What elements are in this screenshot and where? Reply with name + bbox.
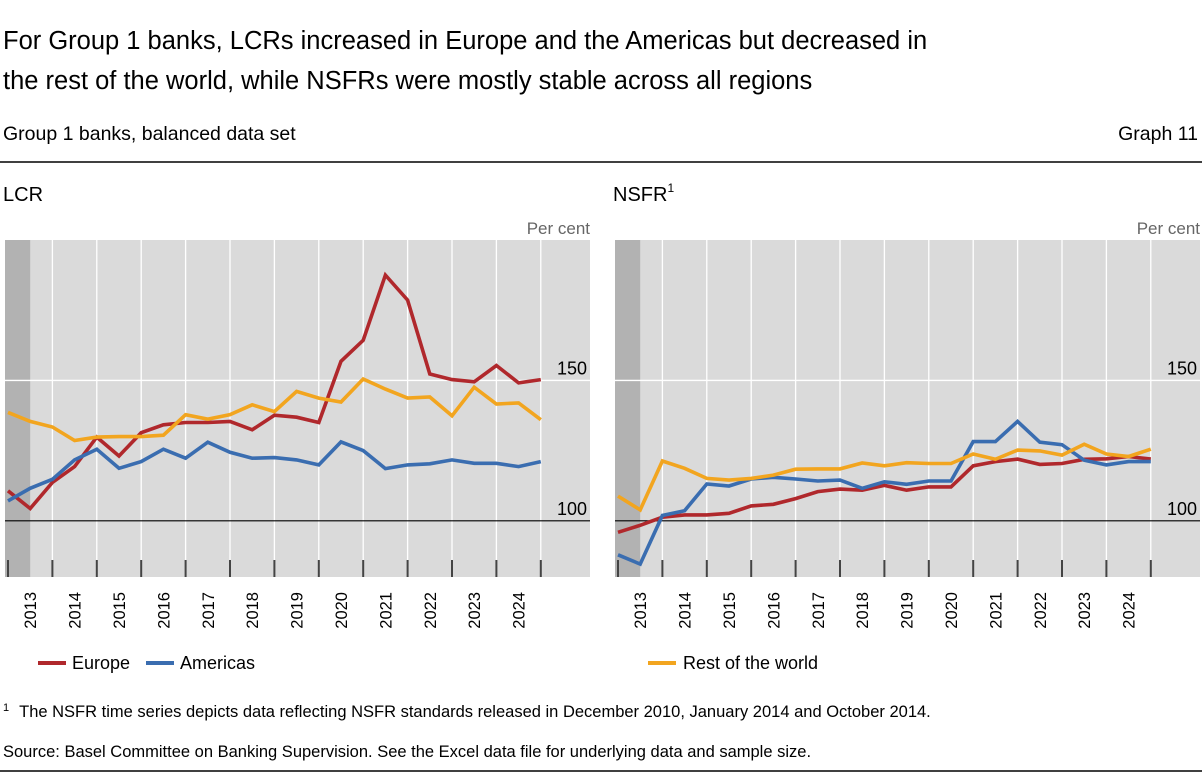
x-tick-label: 2015 bbox=[721, 592, 739, 629]
x-tick-label: 2017 bbox=[810, 592, 828, 629]
x-tick-label: 2014 bbox=[677, 592, 695, 629]
x-tick-label: 2019 bbox=[899, 592, 917, 629]
chart-title-line-2: the rest of the world, while NSFRs were … bbox=[3, 67, 812, 95]
plot-area-lcr bbox=[5, 240, 590, 577]
source-note: Source: Basel Committee on Banking Super… bbox=[3, 743, 811, 761]
nsfr-panel: NSFR1 Per cent 100 150 2013 2014 2015 2016 201… bbox=[613, 181, 1200, 629]
x-tick-label: 2022 bbox=[422, 592, 440, 629]
series-line-americas-nsfr bbox=[617, 418, 1151, 567]
legend-label-rest-of-world: Rest of the world bbox=[683, 653, 818, 673]
x-tick-label: 2021 bbox=[377, 592, 395, 629]
lcr-panel: LCR Per cent 100 150 2013 2014 2015 2016 2017 2… bbox=[3, 184, 590, 629]
legend-label-americas: Americas bbox=[180, 653, 255, 673]
series-line-europe-nsfr bbox=[617, 454, 1152, 535]
chart-title-line-1: For Group 1 banks, LCRs increased in Eur… bbox=[3, 27, 927, 55]
panel-title-lcr: LCR bbox=[3, 184, 43, 206]
series-line-rest-of-world-lcr bbox=[7, 376, 542, 443]
x-tick-label: 2019 bbox=[289, 592, 307, 629]
y-unit-label-nsfr: Per cent bbox=[1137, 219, 1201, 238]
x-tick-label: 2022 bbox=[1032, 592, 1050, 629]
legend: Europe Americas Rest of the world bbox=[38, 653, 818, 673]
x-tick-label: 2017 bbox=[200, 592, 218, 629]
x-tick-label: 2018 bbox=[244, 592, 262, 629]
x-tick-label: 2018 bbox=[854, 592, 872, 629]
panel-title-nsfr-text: NSFR bbox=[613, 184, 667, 206]
x-tick-label: 2023 bbox=[1076, 592, 1094, 629]
x-tick-label: 2020 bbox=[943, 592, 961, 629]
x-tick-label: 2013 bbox=[632, 592, 650, 629]
chart-subtitle: Group 1 banks, balanced data set bbox=[3, 123, 296, 145]
y-tick-label: 150 bbox=[1167, 358, 1197, 378]
x-tick-label: 2024 bbox=[1121, 592, 1139, 629]
footnote-marker: 1 bbox=[3, 702, 9, 714]
x-tick-label: 2021 bbox=[987, 592, 1005, 629]
plot-area-nsfr bbox=[615, 240, 1200, 577]
series-line-rest-of-world-nsfr bbox=[617, 442, 1152, 513]
y-tick-label: 150 bbox=[557, 358, 587, 378]
x-tick-label: 2016 bbox=[765, 592, 783, 629]
y-tick-label: 100 bbox=[557, 499, 587, 519]
graph-number: Graph 11 bbox=[1118, 123, 1198, 145]
shaded-period-lcr bbox=[5, 240, 31, 577]
x-tick-label: 2024 bbox=[511, 592, 529, 629]
y-tick-label: 100 bbox=[1167, 499, 1197, 519]
y-unit-label-lcr: Per cent bbox=[527, 219, 591, 238]
footnote-superscript: 1 bbox=[667, 181, 674, 195]
panel-title-nsfr: NSFR1 bbox=[613, 181, 674, 206]
x-tick-label: 2023 bbox=[466, 592, 484, 629]
x-tick-label: 2014 bbox=[67, 592, 85, 629]
x-tick-label: 2020 bbox=[333, 592, 351, 629]
footnote-text: The NSFR time series depicts data reflec… bbox=[19, 703, 931, 721]
footnote: 1 The NSFR time series depicts data refle… bbox=[3, 702, 931, 721]
x-tick-label: 2015 bbox=[111, 592, 129, 629]
x-tick-label: 2013 bbox=[22, 592, 40, 629]
x-tick-label: 2016 bbox=[155, 592, 173, 629]
series-line-americas-lcr bbox=[7, 439, 542, 503]
legend-label-europe: Europe bbox=[72, 653, 130, 673]
